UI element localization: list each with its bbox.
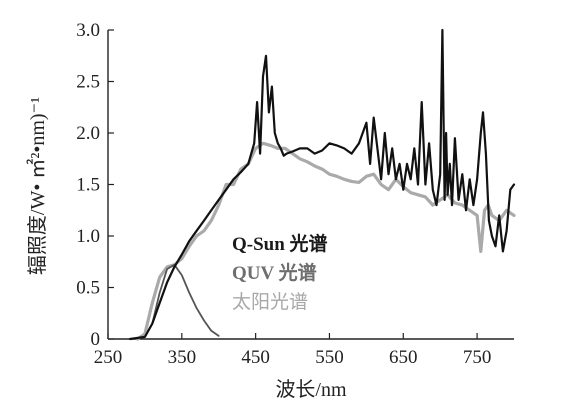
y-tick-label: 2.5 [76,72,100,93]
legend-label: QUV 光谱 [232,261,317,284]
x-axis-title: 波长/nm [275,378,347,401]
legend-label: 太阳光谱 [232,291,308,313]
y-tick-label: 1.5 [76,175,100,196]
axes [107,29,514,340]
y-tick-label: 0 [91,329,101,350]
x-tick-label: 650 [389,347,418,368]
x-tick-label: 750 [463,347,492,368]
series-line-qsun [129,28,516,341]
y-tick-label: 1.0 [76,226,100,247]
y-tick-label: 3.0 [76,20,100,41]
x-tick-label: 450 [241,347,270,368]
y-tick-label: 2.0 [76,123,100,144]
series-layer [129,28,516,341]
x-tick-label: 250 [94,347,123,368]
tick-labels: 250 350 450 550 650 750 0 0.5 1.0 1.5 2.0 2.5 3.0 [76,20,491,368]
series-line-solar [135,141,516,341]
series-line-quv [143,263,220,338]
y-tick-label: 0.5 [76,278,100,299]
x-tick-label: 550 [315,347,344,368]
x-tick-label: 350 [168,347,197,368]
legend-label: Q-Sun 光谱 [232,232,328,255]
y-axis-title: 辐照度/W• ㎡²•nm)⁻¹ [25,97,49,275]
